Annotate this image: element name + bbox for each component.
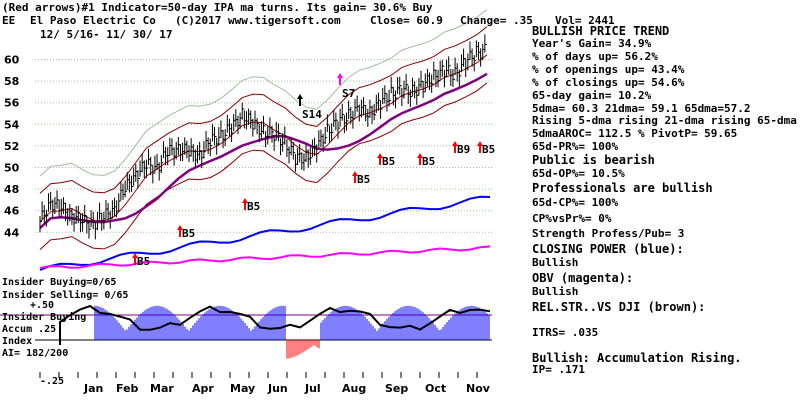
- x-axis-month-labels: Jan Feb Mar Apr May Jun Jul Aug Sep Oct Nov: [39, 372, 491, 395]
- panel-line: 5dmaAROC= 112.5 % PivotP= 59.65: [532, 127, 737, 140]
- signal-label: B5: [422, 155, 435, 168]
- panel-line: Strength Profess/Pub= 3: [532, 227, 684, 240]
- y-tick-label: 54: [4, 118, 20, 131]
- outer-band-line: [39, 9, 488, 177]
- panel-line: 65d-PR%= 100%: [532, 140, 618, 153]
- insider-buying-label-2: Insider Buying: [2, 311, 86, 323]
- relative-strength-line: [59, 304, 491, 345]
- header-symbol: EE: [2, 14, 15, 27]
- signal-arrow: [377, 153, 383, 165]
- signal-label: B5: [137, 255, 150, 268]
- signal-arrow: [177, 225, 183, 237]
- panel-line: 65d-OP%= 10.5%: [532, 167, 625, 180]
- y-axis-tick-labels: 44 46 48 50 52 54 56 58 60: [4, 54, 20, 240]
- panel-line: IP= .171: [532, 363, 585, 376]
- panel-line: % of closings up= 54.6%: [532, 76, 685, 89]
- lower-indicator-panel: [0, 304, 492, 359]
- signal-label: B5: [182, 227, 195, 240]
- header-vol: Vol= 2441: [555, 14, 615, 27]
- signal-arrow: [452, 141, 458, 153]
- panel-line: Rising 5-dma rising 21-dma rising 65-dma: [532, 114, 797, 127]
- header-close: Close= 60.9: [370, 14, 443, 27]
- index-label: Index: [2, 336, 32, 347]
- panel-line: % of openings up= 43.4%: [532, 63, 685, 76]
- signal-label: B5: [482, 143, 495, 156]
- x-tick-label: Jul: [304, 382, 321, 395]
- obv-path: [39, 245, 491, 269]
- right-info-panel: BULLISH PRICE TREND Year's Gain= 34.9% %…: [532, 24, 797, 376]
- panel-line: 65d-CP%= 100%: [532, 196, 618, 209]
- y-tick-label: 46: [4, 205, 20, 218]
- y-tick-label: 52: [4, 140, 19, 153]
- panel-line: Professionals are bullish: [532, 181, 713, 195]
- x-tick-label: Oct: [425, 382, 446, 395]
- y-tick-label: 44: [4, 226, 20, 239]
- x-tick-label: Sep: [385, 382, 408, 395]
- signal-label: B5: [247, 200, 260, 213]
- x-tick-label: May: [230, 382, 255, 395]
- x-tick-label: Mar: [150, 382, 174, 395]
- insider-buying-label: Insider Buying=0/65: [2, 276, 116, 288]
- signal-arrow: [477, 141, 483, 153]
- y-tick-label: 60: [4, 54, 20, 67]
- price-bars: [39, 34, 487, 240]
- closing-power-path: [39, 195, 491, 271]
- y-tick-label: 56: [4, 97, 20, 110]
- signal-label: S7: [342, 87, 355, 100]
- header-line1: (Red arrows)#1 Indicator=50-day IPA ma t…: [2, 1, 433, 14]
- closing-power-line: [39, 195, 491, 271]
- x-tick-label: Feb: [116, 382, 139, 395]
- panel-line: CP%vsPr%= 0%: [532, 212, 612, 225]
- insider-selling-label: Insider Selling= 0/65: [2, 289, 128, 301]
- ai-label: AI= 182/200: [2, 348, 68, 359]
- panel-line: ITRS= .035: [532, 326, 598, 339]
- signal-arrow: [352, 171, 358, 183]
- x-tick-label: Apr: [192, 382, 214, 395]
- header-copyright: (C)2017 www.tigersoft.com: [175, 14, 341, 27]
- panel-line: Bullish: Accumulation Rising.: [532, 351, 742, 365]
- x-tick-label: Nov: [466, 382, 491, 395]
- x-tick-label: Aug: [342, 382, 366, 395]
- panel-line: Bullish: [532, 285, 578, 298]
- header-change: Change= .35: [460, 14, 533, 27]
- panel-line: REL.STR..VS DJI (brown):: [532, 300, 705, 314]
- x-tick-label: Jan: [83, 382, 103, 395]
- header-company: El Paso Electric Co: [30, 14, 156, 27]
- panel-line: % of days up= 56.2%: [532, 50, 658, 63]
- ma65-line: [39, 72, 488, 229]
- header-date-range: 12/ 5/16- 11/ 30/ 17: [40, 28, 172, 41]
- signal-arrow: [337, 73, 343, 85]
- panel-line: 5dma= 60.3 21dma= 59.1 65dma=57.2: [532, 102, 751, 115]
- panel-line: 65-day gain= 10.2%: [532, 89, 652, 102]
- upper-band-line: [39, 26, 488, 194]
- y-tick-label: 48: [4, 183, 19, 196]
- panel-line: BULLISH PRICE TREND: [532, 24, 669, 38]
- signal-label: B5: [382, 155, 395, 168]
- panel-line: Public is bearish: [532, 153, 655, 167]
- accum-label: Accum .25: [2, 324, 56, 335]
- minus25-label: -.25: [40, 376, 64, 387]
- panel-line: OBV (magenta):: [532, 271, 633, 285]
- signal-arrow: [132, 253, 138, 265]
- plus50-label: +.50: [30, 300, 54, 311]
- signal-markers: B5 B5 B5 B5 B5 B5 B9 B5 S14 S7: [132, 73, 495, 268]
- signal-label: B5: [357, 173, 370, 186]
- signal-label: B9: [457, 143, 470, 156]
- y-tick-label: 50: [4, 162, 20, 175]
- x-tick-label: Jun: [267, 382, 288, 395]
- lower-band-line: [39, 82, 488, 250]
- panel-line: Year's Gain= 34.9%: [532, 37, 652, 50]
- y-tick-label: 58: [4, 75, 19, 88]
- signal-arrow: [417, 153, 423, 165]
- signal-label: S14: [302, 108, 322, 121]
- panel-line: CLOSING POWER (blue):: [532, 242, 684, 256]
- panel-line: Bullish: [532, 256, 578, 269]
- signal-arrow: [242, 198, 248, 210]
- obv-line: [39, 245, 491, 269]
- signal-arrow: [297, 94, 303, 106]
